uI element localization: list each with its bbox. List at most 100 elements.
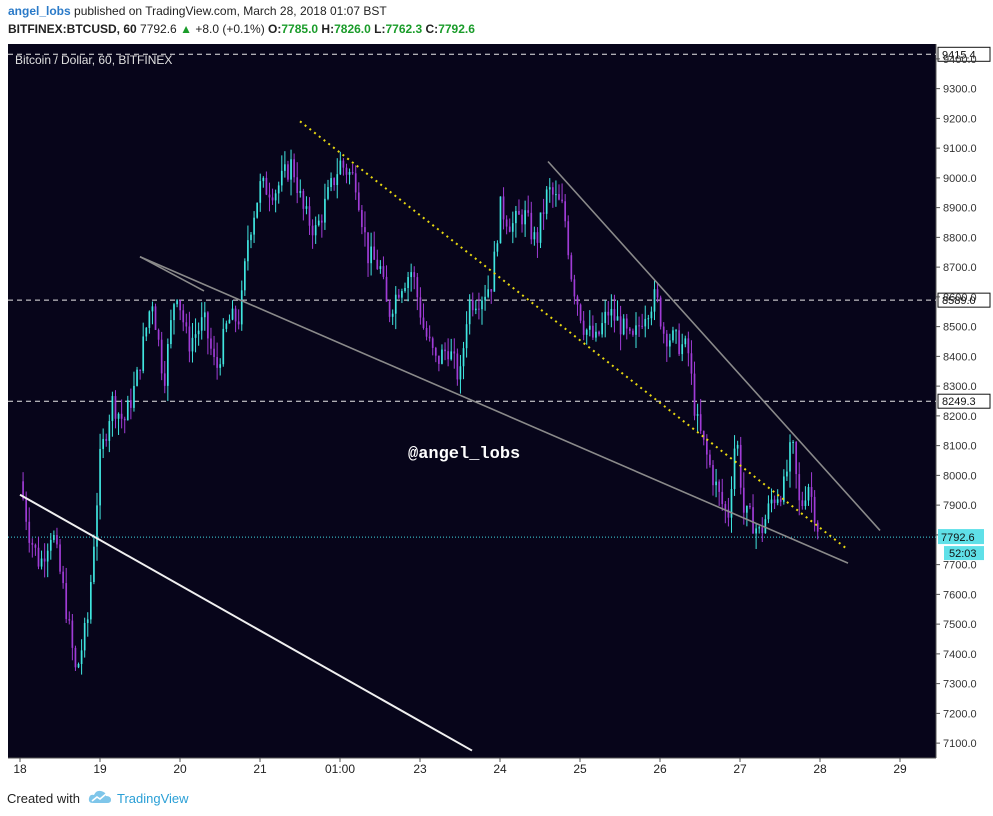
open-label: O: <box>268 22 282 36</box>
created-with-text: Created with <box>7 791 80 806</box>
candle-body <box>573 279 576 297</box>
candle-body <box>373 246 376 260</box>
candle-body <box>438 355 440 364</box>
candle-body <box>225 323 228 329</box>
candle-body <box>117 413 120 419</box>
candle-body <box>160 339 163 374</box>
candle-body <box>456 353 459 380</box>
candle-body <box>721 491 724 505</box>
y-tick-label: 9100.0 <box>943 143 977 155</box>
candle-body <box>656 289 659 298</box>
close-label: C: <box>425 22 439 36</box>
candle-body <box>715 481 717 486</box>
candle-body <box>746 505 748 513</box>
candle-body <box>31 542 34 545</box>
candle-body <box>324 198 326 223</box>
upper-channel-line <box>139 256 205 292</box>
candle-body <box>139 369 141 371</box>
candle-body <box>718 481 721 492</box>
candle-body <box>339 160 342 175</box>
candle-body <box>471 299 474 311</box>
tradingview-cloud-icon[interactable] <box>88 789 112 805</box>
candle-body <box>299 190 302 194</box>
candle-body <box>610 309 613 316</box>
candle-body <box>496 243 499 252</box>
y-axis: 9415.4 8589.0 8249.3 9400.0 9300.0 9200.0 9100… <box>936 46 991 750</box>
candle-body <box>213 348 215 358</box>
candle-body <box>265 177 268 195</box>
candle-body <box>388 301 391 317</box>
candle-body <box>86 619 89 623</box>
candle-body <box>237 321 240 325</box>
y-tick-label: 7900.0 <box>943 500 977 512</box>
candle-body <box>693 373 696 416</box>
candle-body <box>216 357 218 368</box>
candle-body <box>280 170 283 186</box>
candle-body <box>391 313 394 317</box>
candle-body <box>770 499 773 504</box>
candle-body <box>779 499 782 502</box>
candle-body <box>293 159 295 178</box>
candle-body <box>696 414 699 416</box>
candle-body <box>582 320 585 335</box>
y-tick-label: 7600.0 <box>943 589 977 601</box>
x-tick-label: 28 <box>813 762 827 776</box>
candle-body <box>126 400 129 421</box>
candle-body <box>511 223 514 232</box>
candle-body <box>727 509 730 518</box>
lower-wedge-line <box>139 255 849 564</box>
candle-body <box>25 498 28 522</box>
candle-body <box>277 185 280 194</box>
candle-body <box>622 318 625 335</box>
ohlc-line: BITFINEX:BTCUSD, 60 7792.6 ▲ +8.0 (+0.1%… <box>8 22 475 36</box>
y-tick-label: 8700.0 <box>943 262 977 274</box>
candle-body <box>570 255 573 280</box>
candle-body <box>354 173 357 193</box>
y-tick-label: 8600.0 <box>943 292 977 304</box>
price-scale[interactable] <box>936 44 993 776</box>
candle-body <box>357 192 360 211</box>
candle-body <box>576 296 579 305</box>
candle-body <box>46 550 49 562</box>
candle-body <box>231 308 234 320</box>
candle-body <box>253 217 255 235</box>
candle-body <box>665 333 668 347</box>
candle-body <box>425 327 428 337</box>
candle-body <box>385 276 388 302</box>
candle-body <box>795 441 798 475</box>
candle-body <box>730 489 733 518</box>
candle-body <box>533 232 536 240</box>
candle-body <box>764 519 767 534</box>
level-label: 8589.0 <box>942 295 976 307</box>
candle-body <box>382 266 385 277</box>
author-link[interactable]: angel_lobs <box>8 4 71 18</box>
high-label: H: <box>321 22 335 36</box>
candle-body <box>114 396 117 419</box>
candle-body <box>28 521 31 543</box>
candle-body <box>755 528 757 534</box>
candle-body <box>397 294 400 298</box>
y-tick-label: 8800.0 <box>943 232 977 244</box>
candle-body <box>607 311 610 316</box>
tradingview-link[interactable]: TradingView <box>117 791 189 806</box>
price-chart[interactable]: 9415.4 8589.0 8249.3 9400.0 9300.0 9200.0 9100… <box>0 44 993 776</box>
candle-body <box>416 277 419 298</box>
y-tick-label: 8300.0 <box>943 381 977 393</box>
candle-body <box>672 330 674 341</box>
candle-body <box>434 347 437 356</box>
candle-body <box>789 442 791 472</box>
candle-body <box>447 351 449 360</box>
chart-area[interactable]: 9415.4 8589.0 8249.3 9400.0 9300.0 9200.0 9100… <box>0 44 993 776</box>
candle-body <box>111 396 114 422</box>
candle-body <box>151 306 154 312</box>
falling-wedge-top <box>547 160 881 531</box>
candle-body <box>37 547 40 567</box>
candle-body <box>542 212 545 214</box>
candle-body <box>481 300 483 310</box>
candle-body <box>219 364 222 368</box>
candle-body <box>431 338 434 348</box>
candle-body <box>742 487 745 513</box>
candle-body <box>773 499 776 503</box>
candle-body <box>336 174 339 186</box>
candle-body <box>71 620 74 648</box>
